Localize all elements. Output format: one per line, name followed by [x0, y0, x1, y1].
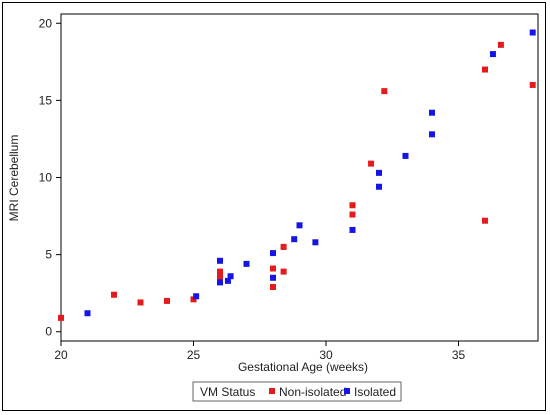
point-non-isolated [111, 291, 117, 298]
point-non-isolated [349, 211, 356, 218]
x-tick-label: 25 [187, 348, 201, 362]
point-non-isolated [217, 273, 223, 280]
point-non-isolated [349, 202, 356, 209]
point-isolated [84, 310, 91, 317]
point-non-isolated [280, 243, 287, 250]
point-non-isolated [482, 217, 488, 224]
point-non-isolated [270, 265, 276, 272]
point-non-isolated [482, 66, 488, 73]
point-non-isolated [280, 268, 287, 275]
point-isolated [429, 131, 435, 138]
point-non-isolated [368, 160, 375, 167]
point-isolated [270, 274, 276, 281]
point-isolated [376, 169, 382, 176]
point-isolated [429, 109, 435, 116]
x-tick-label: 35 [452, 348, 466, 362]
y-tick-label: 5 [45, 248, 52, 262]
point-non-isolated [497, 41, 504, 48]
point-isolated [217, 257, 223, 264]
point-isolated [224, 277, 231, 284]
y-tick-label: 15 [39, 93, 53, 107]
point-non-isolated [58, 314, 64, 321]
point-isolated [193, 293, 200, 300]
x-axis: 20 25 30 35 [54, 341, 465, 362]
y-tick-label: 0 [45, 325, 52, 339]
point-isolated [217, 279, 223, 286]
point-non-isolated [164, 297, 170, 304]
point-isolated [376, 183, 382, 190]
point-isolated [243, 260, 250, 267]
x-tick-label: 20 [54, 348, 68, 362]
data-points [58, 29, 536, 321]
x-axis-title: Gestational Age (weeks) [238, 360, 368, 374]
legend-label-isolated: Isolated [354, 385, 396, 399]
point-isolated [296, 222, 303, 229]
chart-frame: 20 25 30 35 0 5 10 15 20 Gestational Age (weeks… [2, 2, 546, 411]
y-axis-title: MRI Cerebellum [7, 135, 21, 222]
point-non-isolated [529, 81, 536, 88]
y-tick-label: 10 [39, 171, 53, 185]
point-non-isolated [217, 268, 223, 275]
legend-swatch-non-isolated [269, 388, 275, 394]
point-isolated [270, 250, 276, 257]
legend-title: VM Status [200, 385, 255, 399]
point-isolated [291, 236, 298, 243]
point-isolated [312, 239, 319, 246]
point-non-isolated [137, 299, 144, 306]
point-non-isolated [190, 296, 197, 303]
legend: VM Status Non-isolated Isolated [192, 381, 402, 402]
y-tick-label: 20 [39, 16, 53, 30]
scatter-chart: 20 25 30 35 0 5 10 15 20 Gestational Age (weeks… [7, 13, 539, 402]
point-non-isolated [381, 88, 388, 95]
point-isolated [529, 29, 536, 36]
y-axis: 0 5 10 15 20 [39, 16, 61, 339]
point-isolated [227, 273, 234, 280]
point-isolated [349, 226, 356, 233]
point-isolated [402, 152, 409, 159]
legend-box [192, 381, 402, 402]
point-non-isolated [270, 284, 276, 291]
plot-area [60, 13, 539, 342]
legend-swatch-isolated [344, 388, 350, 394]
x-tick-label: 30 [319, 348, 333, 362]
legend-label-non-isolated: Non-isolated [279, 385, 346, 399]
point-isolated [489, 51, 496, 58]
